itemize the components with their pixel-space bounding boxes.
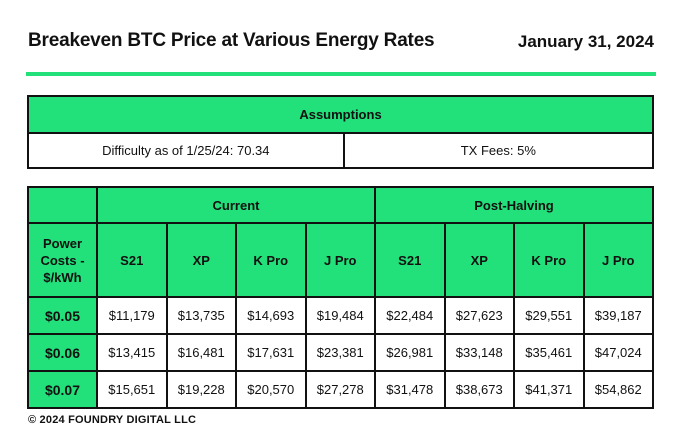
table-cell: $27,278 xyxy=(304,370,376,409)
table-row: $0.07 $15,651 $19,228 $20,570 $27,278 $3… xyxy=(27,370,654,409)
table-cell: $13,735 xyxy=(165,296,237,335)
page-title: Breakeven BTC Price at Various Energy Ra… xyxy=(28,30,435,51)
tx-fees-assumption: TX Fees: 5% xyxy=(342,132,655,169)
column-header: K Pro xyxy=(513,222,585,298)
table-cell: $33,148 xyxy=(443,333,515,372)
header-divider xyxy=(26,72,656,76)
table-cell: $14,693 xyxy=(235,296,307,335)
table-cell: $16,481 xyxy=(165,333,237,372)
table-cell: $27,623 xyxy=(443,296,515,335)
row-label: $0.05 xyxy=(27,296,98,335)
table-cell: $11,179 xyxy=(96,296,168,335)
table-cell: $54,862 xyxy=(582,370,654,409)
column-header: S21 xyxy=(96,222,168,298)
table-cell: $41,371 xyxy=(513,370,585,409)
assumptions-table: Assumptions Difficulty as of 1/25/24: 70… xyxy=(27,95,655,169)
corner-cell xyxy=(27,186,98,224)
report-date: January 31, 2024 xyxy=(517,32,654,51)
column-header: J Pro xyxy=(304,222,376,298)
column-header: S21 xyxy=(374,222,446,298)
table-cell: $29,551 xyxy=(513,296,585,335)
column-header: XP xyxy=(443,222,515,298)
row-header-power-costs: Power Costs - $/kWh xyxy=(27,222,98,298)
column-header: J Pro xyxy=(582,222,654,298)
group-header-post-halving: Post-Halving xyxy=(374,186,654,224)
group-header-current: Current xyxy=(96,186,376,224)
table-cell: $47,024 xyxy=(582,333,654,372)
table-cell: $19,484 xyxy=(304,296,376,335)
column-header: XP xyxy=(165,222,237,298)
table-cell: $38,673 xyxy=(443,370,515,409)
table-cell: $17,631 xyxy=(235,333,307,372)
column-header: K Pro xyxy=(235,222,307,298)
row-label: $0.06 xyxy=(27,333,98,372)
table-row: $0.05 $11,179 $13,735 $14,693 $19,484 $2… xyxy=(27,296,654,335)
table-cell: $31,478 xyxy=(374,370,446,409)
table-cell: $20,570 xyxy=(235,370,307,409)
table-cell: $23,381 xyxy=(304,333,376,372)
difficulty-assumption: Difficulty as of 1/25/24: 70.34 xyxy=(27,132,345,169)
table-cell: $35,461 xyxy=(513,333,585,372)
table-cell: $22,484 xyxy=(374,296,446,335)
breakeven-table: Current Post-Halving Power Costs - $/kWh… xyxy=(27,186,654,409)
table-row: $0.06 $13,415 $16,481 $17,631 $23,381 $2… xyxy=(27,333,654,372)
table-cell: $13,415 xyxy=(96,333,168,372)
table-cell: $26,981 xyxy=(374,333,446,372)
copyright-footer: © 2024 FOUNDRY DIGITAL LLC xyxy=(28,414,197,426)
table-cell: $19,228 xyxy=(165,370,237,409)
row-label: $0.07 xyxy=(27,370,98,409)
table-cell: $15,651 xyxy=(96,370,168,409)
assumptions-heading: Assumptions xyxy=(27,95,654,134)
table-cell: $39,187 xyxy=(582,296,654,335)
